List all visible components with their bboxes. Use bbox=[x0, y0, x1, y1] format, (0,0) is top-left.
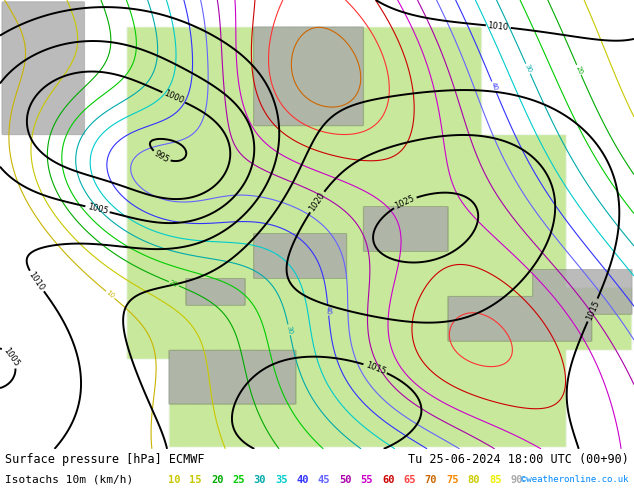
Text: 40: 40 bbox=[489, 81, 498, 92]
Text: 995: 995 bbox=[152, 149, 171, 165]
Text: 20: 20 bbox=[574, 65, 583, 75]
Text: ©weatheronline.co.uk: ©weatheronline.co.uk bbox=[521, 475, 629, 484]
Text: 20: 20 bbox=[169, 279, 179, 288]
Text: 50: 50 bbox=[339, 475, 352, 485]
Text: 1005: 1005 bbox=[86, 202, 109, 216]
Text: 85: 85 bbox=[489, 475, 501, 485]
Text: 35: 35 bbox=[275, 475, 288, 485]
Text: 55: 55 bbox=[361, 475, 373, 485]
Text: 10: 10 bbox=[105, 290, 115, 300]
Text: 30: 30 bbox=[524, 63, 533, 74]
Text: 75: 75 bbox=[446, 475, 459, 485]
Text: 1010: 1010 bbox=[27, 270, 46, 293]
Text: 70: 70 bbox=[425, 475, 437, 485]
Text: 20: 20 bbox=[211, 475, 223, 485]
Text: 1005: 1005 bbox=[2, 346, 21, 368]
Text: Tu 25-06-2024 18:00 UTC (00+90): Tu 25-06-2024 18:00 UTC (00+90) bbox=[408, 453, 629, 466]
Text: 1025: 1025 bbox=[394, 194, 417, 211]
Text: 1000: 1000 bbox=[162, 89, 185, 106]
Text: 1010: 1010 bbox=[488, 21, 509, 32]
Text: 45: 45 bbox=[318, 475, 330, 485]
Text: 1015: 1015 bbox=[585, 298, 601, 321]
Text: 90: 90 bbox=[510, 475, 523, 485]
Text: 80: 80 bbox=[468, 475, 480, 485]
Text: 1020: 1020 bbox=[307, 191, 327, 213]
Text: 40: 40 bbox=[325, 305, 332, 315]
Text: 40: 40 bbox=[297, 475, 309, 485]
Text: 30: 30 bbox=[254, 475, 266, 485]
Text: 30: 30 bbox=[285, 325, 293, 335]
Text: 25: 25 bbox=[232, 475, 245, 485]
Text: 60: 60 bbox=[382, 475, 394, 485]
Text: Surface pressure [hPa] ECMWF: Surface pressure [hPa] ECMWF bbox=[5, 453, 205, 466]
Text: 15: 15 bbox=[190, 475, 202, 485]
Text: 10: 10 bbox=[168, 475, 181, 485]
Text: 65: 65 bbox=[403, 475, 416, 485]
Text: Isotachs 10m (km/h): Isotachs 10m (km/h) bbox=[5, 475, 133, 485]
Text: 1015: 1015 bbox=[364, 360, 387, 376]
